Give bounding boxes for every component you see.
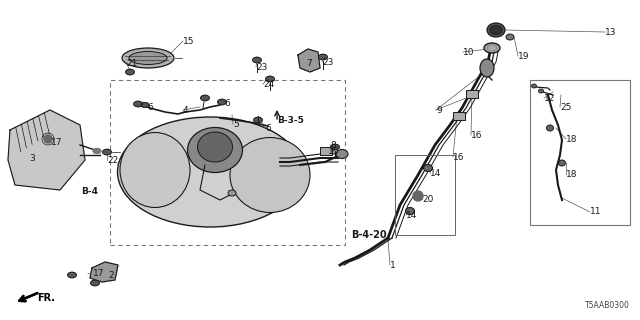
Ellipse shape	[122, 48, 174, 68]
Ellipse shape	[559, 160, 566, 166]
Text: 16: 16	[453, 153, 465, 162]
Bar	[320, 147, 332, 155]
Text: 1: 1	[390, 260, 396, 269]
Ellipse shape	[336, 149, 348, 158]
Text: 17: 17	[51, 138, 63, 147]
Polygon shape	[8, 110, 85, 190]
Circle shape	[413, 191, 423, 201]
Text: 21: 21	[126, 59, 138, 68]
Text: 16: 16	[471, 131, 483, 140]
Ellipse shape	[331, 144, 339, 150]
Text: 16: 16	[328, 147, 339, 156]
Text: 25: 25	[560, 102, 572, 111]
Ellipse shape	[424, 164, 433, 172]
Ellipse shape	[103, 149, 111, 155]
Text: 20: 20	[422, 195, 433, 204]
Text: 10: 10	[463, 47, 474, 57]
Text: 24: 24	[263, 79, 275, 89]
Text: 6: 6	[265, 124, 271, 132]
Text: 15: 15	[183, 36, 195, 45]
Text: 12: 12	[544, 93, 556, 102]
Text: 3: 3	[29, 154, 35, 163]
Text: 22: 22	[107, 156, 118, 164]
Ellipse shape	[230, 138, 310, 212]
Text: 13: 13	[605, 28, 616, 36]
Polygon shape	[298, 49, 320, 72]
Text: 23: 23	[256, 62, 268, 71]
Bar	[466, 90, 478, 98]
Ellipse shape	[487, 23, 505, 37]
Circle shape	[44, 135, 52, 143]
Text: FR.: FR.	[37, 293, 55, 303]
Ellipse shape	[480, 59, 494, 77]
Ellipse shape	[141, 103, 148, 107]
Text: 6: 6	[147, 102, 153, 111]
Ellipse shape	[188, 127, 243, 172]
Text: 4: 4	[183, 106, 189, 115]
Bar	[453, 112, 465, 120]
Ellipse shape	[538, 89, 543, 93]
Text: 14: 14	[406, 211, 417, 220]
Ellipse shape	[120, 132, 190, 207]
Ellipse shape	[406, 207, 415, 214]
Bar	[530, 80, 630, 225]
Ellipse shape	[91, 280, 99, 286]
Bar	[110, 80, 345, 245]
Text: 23: 23	[322, 58, 333, 67]
Text: 14: 14	[430, 169, 442, 178]
Ellipse shape	[118, 117, 303, 227]
Text: 5: 5	[233, 119, 239, 129]
Bar	[395, 155, 455, 235]
Ellipse shape	[254, 117, 262, 123]
Text: 18: 18	[566, 134, 577, 143]
Ellipse shape	[319, 54, 327, 60]
Ellipse shape	[218, 100, 226, 105]
Text: 2: 2	[108, 270, 114, 279]
Ellipse shape	[506, 34, 514, 40]
Ellipse shape	[547, 125, 554, 131]
Ellipse shape	[201, 95, 209, 100]
Ellipse shape	[129, 52, 167, 65]
Ellipse shape	[93, 148, 101, 154]
Ellipse shape	[126, 69, 134, 75]
Ellipse shape	[531, 84, 536, 88]
Text: 19: 19	[518, 52, 529, 60]
Text: B-4-20: B-4-20	[351, 230, 387, 240]
Ellipse shape	[490, 26, 502, 35]
Text: 18: 18	[566, 170, 577, 179]
Text: B-4: B-4	[81, 188, 98, 196]
Ellipse shape	[266, 76, 274, 82]
Text: 17: 17	[93, 268, 104, 277]
Ellipse shape	[484, 43, 500, 53]
Text: 11: 11	[590, 207, 602, 217]
Text: 8: 8	[330, 140, 336, 149]
Text: T5AAB0300: T5AAB0300	[585, 301, 630, 310]
Ellipse shape	[198, 132, 232, 162]
Text: 9: 9	[436, 106, 442, 115]
Text: 7: 7	[306, 59, 312, 68]
Text: 6: 6	[224, 99, 230, 108]
Text: B-3-5: B-3-5	[277, 116, 304, 124]
Ellipse shape	[228, 190, 236, 196]
Ellipse shape	[134, 101, 142, 107]
Polygon shape	[90, 262, 118, 282]
Ellipse shape	[68, 272, 76, 278]
Ellipse shape	[253, 57, 261, 63]
